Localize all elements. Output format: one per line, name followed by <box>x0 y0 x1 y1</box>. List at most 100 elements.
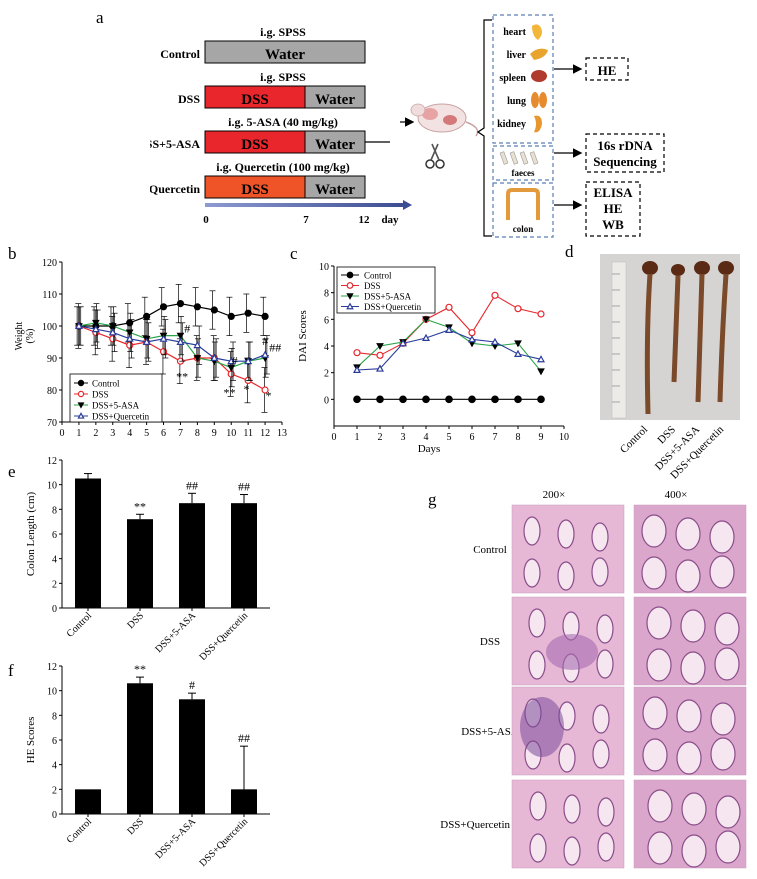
data-point <box>227 356 236 365</box>
series-line-0 <box>78 302 266 327</box>
x-tick-label: 9 <box>212 428 217 438</box>
inflammation-region <box>546 634 598 670</box>
bar <box>231 503 257 608</box>
panel-label-d: d <box>565 242 574 261</box>
x-axis-label: Days <box>418 443 441 455</box>
significance-mark: ** <box>224 385 236 399</box>
histology-gland <box>641 514 667 548</box>
data-point <box>210 353 219 361</box>
y-tick-label: 100 <box>42 322 57 333</box>
panel-label-a: a <box>96 8 104 27</box>
histology-gland <box>557 519 575 549</box>
row-label-asa: DSS+5-ASA <box>461 726 519 738</box>
x-tick-label: 2 <box>378 432 383 443</box>
dai-chart: 0 1 2 3 4 5 6 7 8 9 10 0 2 4 6 8 10 Days DAI Scores Control… <box>297 262 569 455</box>
histology-gland <box>647 789 673 823</box>
y-axis-label: DAI Scores <box>297 310 309 362</box>
legend-marker <box>77 379 85 387</box>
data-point <box>490 337 500 345</box>
data-point <box>491 395 499 404</box>
colon-icon <box>506 188 540 220</box>
data-point <box>537 368 545 376</box>
histology-gland <box>529 833 547 863</box>
dss-group-label: DSS <box>178 92 200 106</box>
organ-brace <box>476 19 492 237</box>
colon-specimen-control <box>642 261 658 415</box>
histology-gland <box>714 612 740 646</box>
y-tick-label: 2 <box>52 785 57 796</box>
he2-output-label: HE <box>604 201 623 216</box>
row-label-control: Control <box>473 544 507 556</box>
histology-gland <box>528 650 546 680</box>
legend-label: DSS+Quercetin <box>364 302 422 312</box>
data-point <box>353 349 361 357</box>
y-tick-label: 110 <box>42 290 57 301</box>
x-tick-label: 8 <box>195 428 200 438</box>
timeline-tick-12: 12 <box>359 214 371 226</box>
organ-spleen-label: spleen <box>499 73 526 84</box>
panel-label-g: g <box>428 490 437 509</box>
significance-mark: # <box>189 678 195 692</box>
histology-gland <box>675 517 701 551</box>
quercetin-water-bar <box>304 175 366 199</box>
data-point <box>261 312 269 321</box>
y-axis-label: Colon Length (cm) <box>25 492 37 577</box>
data-point <box>176 299 185 308</box>
data-point <box>468 329 476 337</box>
y-axis-label-unit: (%) <box>25 329 36 344</box>
data-point <box>352 365 362 373</box>
y-tick-label: 2 <box>324 369 329 380</box>
photo-ruler <box>611 261 627 419</box>
he-score-chart: 0 2 4 6 8 10 12 HE Scores Control ** DSS # DSS+5-ASA… <box>25 662 270 869</box>
data-point <box>422 316 430 324</box>
data-point <box>125 334 134 342</box>
y-tick-label: 6 <box>324 315 329 326</box>
data-point <box>376 395 384 404</box>
dss-water-label: Water <box>315 92 355 108</box>
x-tick-label: 11 <box>243 428 253 438</box>
significance-mark: ** <box>176 369 188 383</box>
timeline-bar <box>205 203 405 207</box>
histology-gland <box>710 737 736 771</box>
quercetin-treatment: i.g. Quercetin (100 mg/kg) <box>216 160 349 174</box>
legend-marker <box>77 402 85 409</box>
elisa-output-box <box>585 181 641 237</box>
data-point <box>422 395 430 404</box>
significance-mark: ** <box>134 662 146 676</box>
control-water-bar <box>204 40 366 64</box>
seq-output-label-1: 16s rDNA <box>597 138 653 153</box>
seq-output-box <box>585 133 665 173</box>
data-point <box>537 395 545 404</box>
legend-label: DSS+5-ASA <box>364 292 412 302</box>
quercetin-dss-label: DSS <box>241 182 269 198</box>
quercetin-water-label: Water <box>315 182 355 198</box>
data-point <box>108 328 117 336</box>
histology-gland <box>709 555 735 589</box>
data-point <box>193 303 201 311</box>
elisa-output-label: ELISA <box>593 185 633 200</box>
y-tick-label: 4 <box>324 342 329 353</box>
data-point <box>91 324 100 333</box>
data-point <box>421 333 431 341</box>
histology-gland <box>528 608 546 638</box>
histology-gland <box>714 647 740 681</box>
y-tick-label: 4 <box>52 761 57 772</box>
x-tick-label: 3 <box>110 428 115 438</box>
legend-marker <box>77 412 85 419</box>
histology-gland <box>642 738 668 772</box>
histology-gland <box>523 558 541 588</box>
wb-output-label: WB <box>602 217 624 232</box>
legend-marker <box>346 302 354 310</box>
panel-label-e: e <box>8 462 16 481</box>
significance-mark: ## <box>269 341 281 355</box>
significance-mark: * <box>265 389 271 403</box>
lung-icon <box>531 92 547 108</box>
significance-mark: # <box>262 334 268 348</box>
data-point <box>74 321 83 329</box>
y-tick-label: 8 <box>52 505 57 516</box>
x-tick-label: 5 <box>447 432 452 443</box>
photo-label-control: Control <box>618 424 650 456</box>
asa-group-label: DSS+5-ASA <box>150 137 200 151</box>
x-tick-label: 8 <box>516 432 521 443</box>
series-line-3 <box>356 329 542 371</box>
